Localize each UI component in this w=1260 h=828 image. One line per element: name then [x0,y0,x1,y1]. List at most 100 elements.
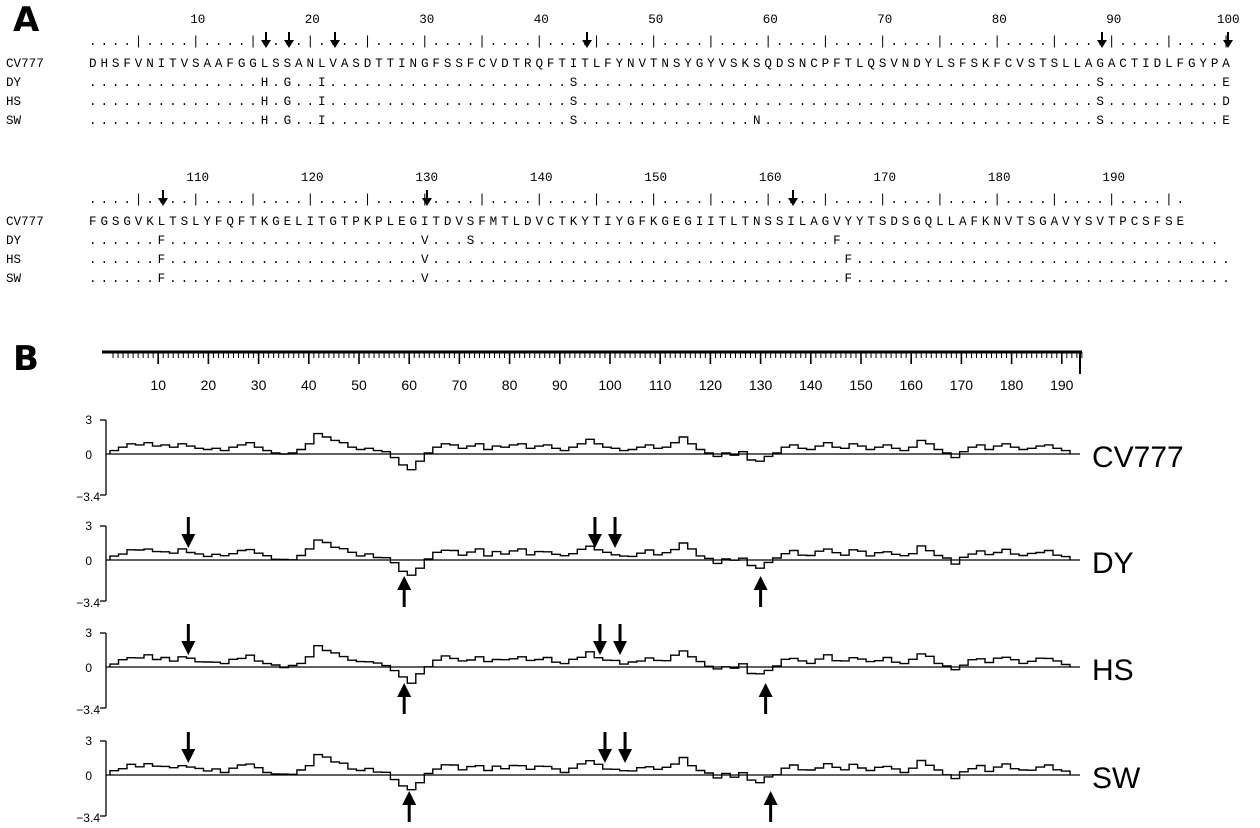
axis-tick-label: 50 [351,377,367,393]
ruler-number: 120 [300,171,324,185]
axis-tick-label: 180 [1000,377,1024,393]
axis-tick-label: 120 [699,377,723,393]
axis-tick-label: 190 [1050,377,1074,393]
hydrophobicity-profile [109,432,1071,471]
strain-name: HS [6,253,22,267]
ruler-number: 70 [877,13,893,27]
sequence-row: ...............H.G..I...................… [89,95,1234,109]
down-arrow-head [613,641,628,655]
axis-tick-label: 140 [799,377,823,393]
down-arrow-head [597,749,612,763]
track-label: SW [1092,762,1141,795]
mutation-arrow-icon [284,32,295,48]
ruler-number: 10 [190,13,206,27]
sequence-row: ......F......................V..........… [89,253,1234,267]
y-tick-label: −3.4 [76,490,100,504]
strain-name: CV777 [6,215,44,229]
mutation-arrow-icon [261,32,272,48]
track-label: DY [1092,547,1134,580]
hydrophobicity-profile [109,539,1071,576]
axis-tick-label: 170 [950,377,974,393]
y-tick-label: 3 [85,519,92,533]
axis-tick-label: 70 [452,377,468,393]
up-arrow-icon [402,791,417,805]
ruler-number: 40 [533,13,549,27]
sequence-row: ......F......................V..........… [89,272,1234,286]
ruler-ticks: ....|....|....|....|....|....|....|....|… [89,193,1188,207]
ruler-number: 150 [644,171,668,185]
up-arrow-icon [397,576,412,590]
axis-tick-label: 150 [849,377,873,393]
mutation-arrow-icon [330,32,341,48]
down-arrow-head [608,534,623,548]
sequence-row: ......F......................V...S......… [89,234,1223,248]
axis-tick-label: 30 [251,377,267,393]
axis-tick-label: 20 [201,377,217,393]
ruler-ticks: ....|....|....|....|....|....|....|....|… [89,35,1234,49]
track-label: CV777 [1092,441,1184,474]
y-tick-label: 0 [85,661,92,675]
hydrophobicity-profile [109,645,1071,684]
down-arrow-head [592,641,607,655]
down-arrow-head [618,749,633,763]
strain-name: CV777 [6,57,44,71]
sequence-row: DHSFVNITVSAAFGGLSSANLVASDTTINGFSSFCVDTRQ… [89,57,1234,71]
strain-name: DY [6,76,22,90]
ruler-number: 80 [991,13,1007,27]
y-tick-label: −3.4 [76,703,100,717]
ruler-number: 160 [758,171,782,185]
ruler-number: 190 [1102,171,1126,185]
up-arrow-icon [753,576,768,590]
axis-tick-label: 100 [598,377,622,393]
mutation-arrow-icon [1097,32,1108,48]
ruler-number: 180 [987,171,1011,185]
y-tick-label: −3.4 [76,596,100,610]
y-tick-label: 0 [85,448,92,462]
y-tick-label: 3 [85,413,92,427]
strain-name: SW [6,272,22,286]
ruler-number: 140 [529,171,553,185]
up-arrow-icon [763,791,778,805]
axis-tick-label: 10 [150,377,166,393]
axis-tick-label: 90 [552,377,568,393]
sequence-row: FGSGVKLTSLYFQFTKGELITGTPKPLEGITDVSFMTLDV… [89,215,1188,229]
sequence-row: ...............H.G..I...................… [89,76,1234,90]
mutation-arrow-icon [421,190,432,206]
y-tick-label: 0 [85,554,92,568]
ruler-number: 110 [186,171,210,185]
track-label: HS [1092,654,1134,687]
axis-tick-label: 130 [749,377,773,393]
down-arrow-head [587,534,602,548]
ruler-number: 170 [873,171,897,185]
ruler-number: 30 [419,13,435,27]
axis-tick-label: 80 [502,377,518,393]
mutation-arrow-icon [158,190,169,206]
y-tick-label: 0 [85,769,92,783]
mutation-arrow-icon [582,32,593,48]
strain-name: SW [6,114,22,128]
mutation-arrow-icon [788,190,799,206]
up-arrow-icon [758,683,773,697]
down-arrow-head [181,534,196,548]
panel-a-letter: A [13,0,40,40]
sequence-row: ...............H.G..I...................… [89,114,1234,128]
axis-tick-label: 60 [401,377,417,393]
mutation-arrow-icon [1223,32,1234,48]
ruler-number: 60 [762,13,778,27]
ruler-number: 90 [1106,13,1122,27]
strain-name: HS [6,95,22,109]
ruler-number: 20 [304,13,320,27]
up-arrow-icon [397,683,412,697]
y-tick-label: 3 [85,734,92,748]
strain-name: DY [6,234,22,248]
y-tick-label: 3 [85,626,92,640]
panel-b-letter: B [13,339,39,379]
axis-tick-label: 160 [900,377,924,393]
down-arrow-head [181,641,196,655]
axis-tick-label: 40 [301,377,317,393]
y-tick-label: −3.4 [76,811,100,825]
axis-tick-label: 110 [649,377,672,393]
ruler-number: 100 [1216,13,1240,27]
hydrophobicity-profile [109,753,1071,791]
down-arrow-head [181,749,196,763]
